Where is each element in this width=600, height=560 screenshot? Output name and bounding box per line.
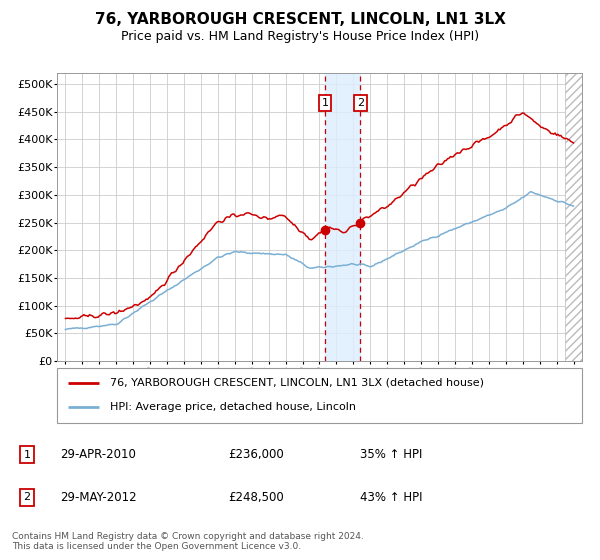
Text: HPI: Average price, detached house, Lincoln: HPI: Average price, detached house, Linc… <box>110 403 355 412</box>
Text: 76, YARBOROUGH CRESCENT, LINCOLN, LN1 3LX: 76, YARBOROUGH CRESCENT, LINCOLN, LN1 3L… <box>95 12 505 27</box>
Text: 1: 1 <box>322 98 329 108</box>
Bar <box>565 73 582 361</box>
Text: 29-MAY-2012: 29-MAY-2012 <box>60 491 137 503</box>
Text: 29-APR-2010: 29-APR-2010 <box>60 448 136 461</box>
Text: 35% ↑ HPI: 35% ↑ HPI <box>360 448 422 461</box>
Text: 76, YARBOROUGH CRESCENT, LINCOLN, LN1 3LX (detached house): 76, YARBOROUGH CRESCENT, LINCOLN, LN1 3L… <box>110 378 484 388</box>
Text: 43% ↑ HPI: 43% ↑ HPI <box>360 491 422 503</box>
Text: £236,000: £236,000 <box>228 448 284 461</box>
FancyBboxPatch shape <box>57 368 582 423</box>
Bar <box>325 73 361 361</box>
Text: 2: 2 <box>357 98 364 108</box>
Text: 1: 1 <box>23 450 31 460</box>
Text: 2: 2 <box>23 492 31 502</box>
Text: Price paid vs. HM Land Registry's House Price Index (HPI): Price paid vs. HM Land Registry's House … <box>121 30 479 43</box>
Text: £248,500: £248,500 <box>228 491 284 503</box>
Text: Contains HM Land Registry data © Crown copyright and database right 2024.
This d: Contains HM Land Registry data © Crown c… <box>12 532 364 551</box>
